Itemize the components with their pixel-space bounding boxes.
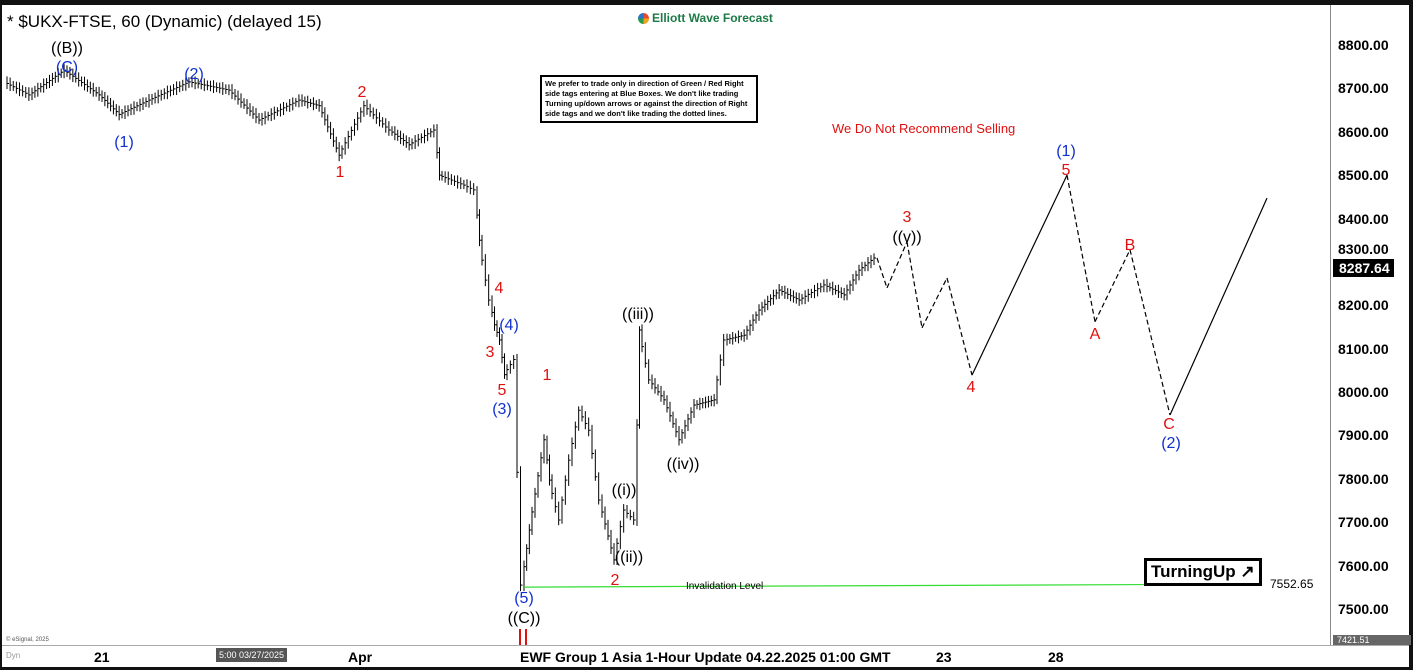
- low-price-tag: 7421.51: [1333, 635, 1411, 645]
- wave-label: ((iv)): [666, 456, 700, 473]
- wave-label: ((i)): [611, 482, 637, 499]
- update-title: EWF Group 1 Asia 1-Hour Update 04.22.202…: [520, 649, 891, 665]
- wave-label: 2: [610, 572, 620, 589]
- projection-segment: [971, 174, 1068, 376]
- dyn-toggle[interactable]: Dyn: [6, 651, 21, 660]
- wave-label: 2: [357, 84, 367, 101]
- wave-label: 4: [966, 379, 976, 396]
- projection-segment: [1129, 249, 1171, 416]
- arrow-up-right-icon: ↗: [1240, 562, 1255, 581]
- invalidation-value: 7552.65: [1270, 577, 1314, 591]
- x-tick: Apr: [348, 649, 373, 665]
- y-tick: 8600.00: [1338, 123, 1389, 140]
- turning-up-badge: TurningUp ↗: [1144, 558, 1262, 586]
- y-tick: 8500.00: [1338, 167, 1389, 184]
- wave-label: 1: [542, 367, 552, 384]
- invalidation-label: Invalidation Level: [686, 581, 764, 592]
- wave-label: (4): [499, 317, 519, 334]
- wave-label: 5: [1061, 162, 1071, 179]
- y-tick: 8200.00: [1338, 297, 1389, 314]
- invalidation-line: [523, 583, 1261, 588]
- last-price-tag: 8287.64: [1333, 259, 1394, 277]
- wave-label: A: [1089, 326, 1101, 343]
- y-tick: 7900.00: [1338, 427, 1389, 444]
- projection-segment: [886, 241, 908, 289]
- y-tick: 8000.00: [1338, 384, 1389, 401]
- x-tick: 23: [936, 649, 952, 665]
- wave-label: (1): [1056, 143, 1076, 160]
- y-tick: 7600.00: [1338, 557, 1389, 574]
- price-chart[interactable]: [2, 5, 1330, 645]
- y-tick: 8700.00: [1338, 80, 1389, 97]
- cursor-time: 5:00 03/27/2025: [216, 648, 288, 662]
- wave-label: ((iii)): [622, 306, 654, 323]
- y-tick: 8800.00: [1338, 37, 1389, 53]
- x-axis[interactable]: Dyn 5:00 03/27/2025 21 Apr EWF Group 1 A…: [2, 645, 1409, 667]
- wave-label: 3: [485, 344, 495, 361]
- logo-text: Elliott Wave Forecast: [652, 11, 773, 25]
- chart-title: * $UKX-FTSE, 60 (Dynamic) (delayed 15): [7, 12, 322, 31]
- wave-label: 4: [494, 280, 504, 297]
- y-tick: 8300.00: [1338, 240, 1389, 257]
- x-tick: 21: [94, 649, 110, 665]
- warning-text: We Do Not Recommend Selling: [832, 121, 1016, 136]
- logo: Elliott Wave Forecast: [638, 11, 773, 25]
- turning-up-label: TurningUp: [1151, 562, 1236, 581]
- wave-label: C: [1163, 416, 1175, 433]
- projection-segment: [1094, 249, 1131, 323]
- y-tick: 7500.00: [1338, 600, 1389, 617]
- y-tick: 8400.00: [1338, 210, 1389, 227]
- y-tick: 7800.00: [1338, 470, 1389, 487]
- projection-segment: [1066, 175, 1096, 322]
- wave-label: (5): [514, 590, 534, 607]
- projection-segment: [876, 257, 888, 289]
- wave-label: ((v)): [892, 229, 922, 246]
- wave-label: (3): [492, 401, 512, 418]
- wave-label: (2): [1161, 435, 1181, 452]
- wave-label: 1: [335, 164, 345, 181]
- wave-label: B: [1124, 237, 1136, 254]
- trading-note: We prefer to trade only in direction of …: [540, 75, 758, 123]
- y-tick: 7700.00: [1338, 514, 1389, 531]
- wave-label: (C): [55, 59, 79, 76]
- y-axis[interactable]: [1330, 5, 1331, 645]
- logo-icon: [638, 12, 649, 24]
- wave-label: 5: [497, 382, 507, 399]
- projection-segment: [946, 277, 973, 376]
- projection-segment: [921, 277, 948, 329]
- wave-label: 3: [902, 209, 912, 226]
- y-tick: 8100.00: [1338, 340, 1389, 357]
- chart-window: * $UKX-FTSE, 60 (Dynamic) (delayed 15) E…: [2, 5, 1411, 667]
- wave-label: (1): [114, 134, 134, 151]
- x-tick: 28: [1048, 649, 1064, 665]
- projection-segment: [906, 241, 923, 328]
- copyright: © eSignal, 2025: [6, 637, 49, 643]
- wave-label: ((B)): [51, 40, 83, 57]
- wave-label: (2): [184, 66, 204, 83]
- wave-label: ((ii)): [614, 549, 644, 566]
- projection-segment: [1169, 197, 1268, 416]
- wave-label: ((C)): [507, 610, 541, 627]
